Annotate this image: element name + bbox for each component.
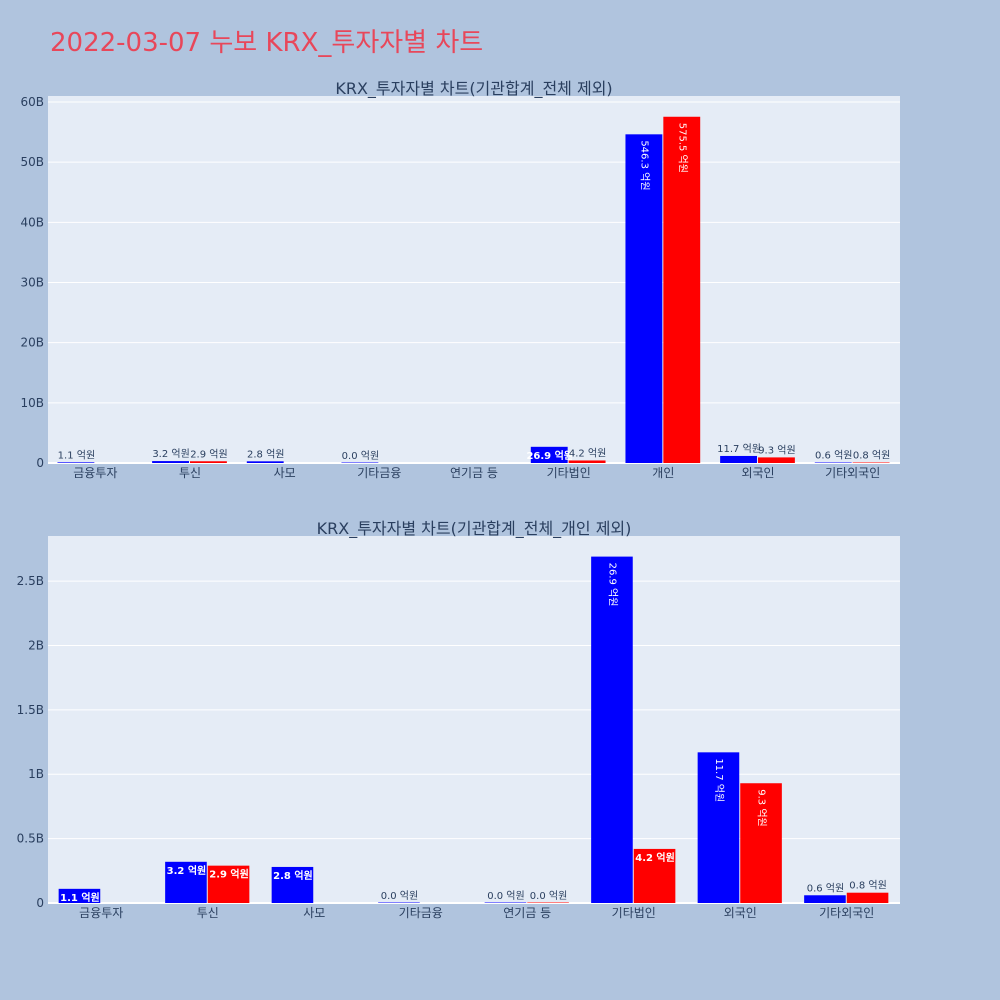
data-label: 26.9 억원 bbox=[606, 563, 618, 607]
x-tick-label: 연기금 등 bbox=[450, 466, 498, 480]
data-label: 0.8 억원 bbox=[849, 880, 886, 892]
chart-top: KRX_투자자별 차트(기관합계_전체 제외) 0 10B 20B 30B 40B 50B 6… bbox=[20, 79, 900, 480]
x-tick-label: 기타금융 bbox=[357, 466, 401, 480]
data-label: 0.0 억원 bbox=[530, 890, 567, 902]
bar bbox=[846, 892, 889, 903]
y-tick-label: 0 bbox=[36, 456, 44, 470]
y-tick-label: 60B bbox=[20, 95, 44, 109]
bar bbox=[271, 866, 314, 903]
data-label: 546.3 억원 bbox=[638, 140, 650, 190]
bar bbox=[720, 455, 757, 463]
y-tick-label: 1B bbox=[28, 767, 44, 781]
data-label: 2.9 억원 bbox=[190, 448, 227, 460]
data-label: 2.8 억원 bbox=[273, 869, 313, 882]
bar bbox=[814, 462, 852, 463]
x-tick-label: 투신 bbox=[197, 906, 219, 920]
bar bbox=[663, 116, 701, 463]
y-tick-label: 10B bbox=[20, 396, 44, 410]
data-label: 9.3 억원 bbox=[758, 444, 795, 456]
bar bbox=[697, 752, 740, 903]
plot-area bbox=[48, 96, 900, 463]
data-label: 4.2 억원 bbox=[635, 851, 675, 864]
bar bbox=[633, 848, 676, 903]
bar bbox=[341, 462, 379, 463]
y-tick-label: 40B bbox=[20, 215, 44, 229]
x-tick-label: 개인 bbox=[652, 466, 674, 480]
data-label: 0.0 억원 bbox=[342, 450, 379, 462]
bar bbox=[190, 461, 227, 463]
y-tick-label: 2B bbox=[28, 638, 44, 652]
bar bbox=[740, 783, 782, 903]
y-tick-label: 0 bbox=[36, 896, 44, 910]
y-tick-label: 50B bbox=[20, 155, 44, 169]
bar bbox=[591, 556, 633, 903]
data-label: 0.6 억원 bbox=[815, 450, 852, 462]
bar bbox=[804, 895, 846, 903]
bar bbox=[852, 462, 890, 463]
data-label: 0.8 억원 bbox=[853, 450, 890, 462]
bar bbox=[165, 861, 207, 903]
data-label: 575.5 억원 bbox=[676, 123, 688, 173]
bar bbox=[58, 888, 101, 903]
data-label: 3.2 억원 bbox=[152, 448, 189, 460]
x-tick-label: 사모 bbox=[274, 466, 296, 480]
y-tick-label: 1.5B bbox=[17, 703, 44, 717]
x-tick-label: 사모 bbox=[303, 906, 325, 920]
chart-title: KRX_투자자별 차트(기관합계_전체_개인 제외) bbox=[317, 519, 632, 539]
data-label: 0.0 억원 bbox=[381, 890, 418, 902]
page-title: 2022-03-07 누보 KRX_투자자별 차트 bbox=[50, 28, 484, 58]
bar bbox=[246, 461, 284, 463]
y-tick-label: 0.5B bbox=[17, 832, 44, 846]
x-tick-label: 기타법인 bbox=[547, 466, 591, 480]
data-label: 11.7 억원 bbox=[717, 443, 761, 455]
y-tick-label: 2.5B bbox=[17, 574, 44, 588]
bar bbox=[758, 457, 795, 463]
y-tick-label: 20B bbox=[20, 336, 44, 350]
x-tick-label: 기타외국인 bbox=[819, 906, 874, 920]
data-label: 26.9 억원 bbox=[526, 449, 573, 462]
x-tick-label: 외국인 bbox=[724, 906, 757, 920]
bar bbox=[152, 461, 189, 463]
x-tick-label: 기타법인 bbox=[612, 906, 656, 920]
data-label: 9.3 억원 bbox=[756, 789, 768, 826]
bar bbox=[527, 902, 569, 903]
data-label: 0.0 억원 bbox=[487, 890, 524, 902]
x-tick-label: 금융투자 bbox=[79, 906, 123, 920]
x-tick-label: 기타금융 bbox=[399, 906, 443, 920]
x-tick-label: 외국인 bbox=[741, 466, 774, 480]
data-label: 1.1 억원 bbox=[60, 891, 100, 904]
data-label: 2.8 억원 bbox=[247, 448, 284, 460]
bar bbox=[57, 462, 95, 463]
data-label: 2.9 억원 bbox=[209, 868, 249, 881]
bar bbox=[378, 902, 420, 903]
x-tick-label: 연기금 등 bbox=[503, 906, 551, 920]
chart-title: KRX_투자자별 차트(기관합계_전체 제외) bbox=[335, 79, 612, 99]
x-tick-label: 기타외국인 bbox=[825, 466, 880, 480]
data-label: 4.2 억원 bbox=[569, 447, 606, 459]
data-label: 1.1 억원 bbox=[58, 449, 95, 461]
bar bbox=[625, 134, 663, 463]
bar bbox=[568, 460, 606, 463]
y-tick-label: 30B bbox=[20, 276, 44, 290]
bar bbox=[530, 446, 568, 463]
data-label: 11.7 억원 bbox=[713, 758, 725, 802]
x-tick-label: 금융투자 bbox=[73, 466, 117, 480]
bar bbox=[207, 865, 250, 903]
data-label: 3.2 억원 bbox=[167, 864, 207, 877]
data-label: 0.6 억원 bbox=[807, 882, 844, 894]
x-tick-label: 투신 bbox=[179, 466, 201, 480]
bar bbox=[484, 902, 527, 903]
